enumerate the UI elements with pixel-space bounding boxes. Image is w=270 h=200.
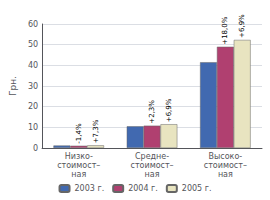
svg-text:Низко-: Низко-: [65, 152, 93, 161]
svg-text:0: 0: [33, 144, 38, 153]
svg-text:+7,3%: +7,3%: [92, 119, 100, 143]
svg-text:2005 г.: 2005 г.: [182, 184, 212, 193]
svg-text:+6,9%: +6,9%: [238, 14, 246, 38]
svg-text:50: 50: [28, 40, 38, 49]
svg-text:Средне-: Средне-: [135, 152, 169, 161]
svg-text:2004 г.: 2004 г.: [128, 184, 158, 193]
svg-text:Грн.: Грн.: [8, 76, 18, 96]
svg-text:2003 г.: 2003 г.: [75, 184, 105, 193]
svg-text:+2,3%: +2,3%: [148, 100, 156, 124]
svg-text:Высоко-: Высоко-: [208, 152, 242, 161]
svg-text:40: 40: [28, 61, 38, 70]
svg-text:-1,4%: -1,4%: [75, 123, 83, 144]
svg-text:стоимост–: стоимост–: [57, 161, 100, 170]
svg-text:+18,0%: +18,0%: [221, 16, 229, 44]
svg-text:ная: ная: [71, 170, 86, 179]
svg-text:ная: ная: [145, 170, 160, 179]
svg-text:10: 10: [28, 123, 38, 132]
svg-text:60: 60: [28, 20, 38, 29]
svg-text:стоимост–: стоимост–: [130, 161, 173, 170]
svg-text:+6,9%: +6,9%: [165, 98, 173, 122]
svg-text:стоимост–: стоимост–: [204, 161, 247, 170]
svg-text:ная: ная: [218, 170, 233, 179]
svg-text:20: 20: [28, 102, 38, 111]
svg-text:30: 30: [28, 82, 38, 91]
